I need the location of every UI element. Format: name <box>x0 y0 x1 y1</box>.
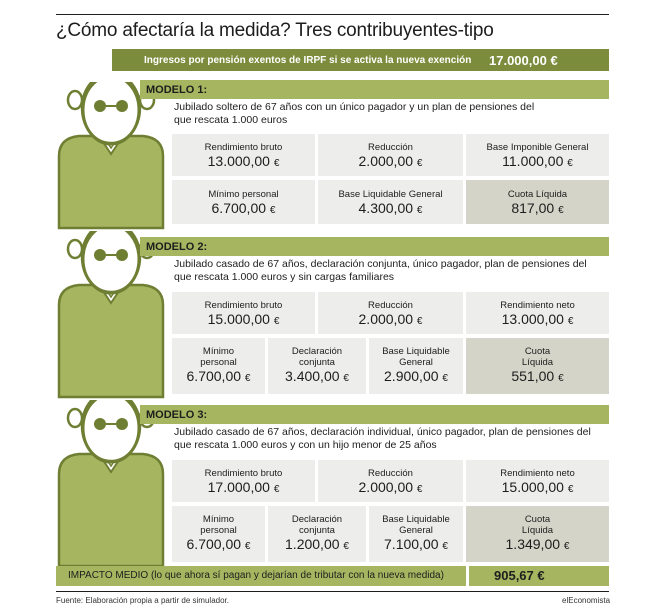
model-3-net-income: Rendimiento neto 15.000,00 € <box>466 460 609 502</box>
page-title: ¿Cómo afectaría la medida? Tres contribu… <box>56 20 494 41</box>
model-3-description-line-2: que rescata 1.000 euros y con un hijo me… <box>174 439 437 451</box>
model-2-joint-declaration: Declaración conjunta 3.400,00 € <box>268 338 366 394</box>
model-2-liquid-base: Base Liquidable General 2.900,00 € <box>369 338 463 394</box>
retiree-figure-1 <box>57 82 165 230</box>
exempt-income-bar: Ingresos por pensión exentos de IRPF si … <box>112 49 609 71</box>
model-2-reduction: Reducción 2.000,00 € <box>318 292 463 334</box>
model-3-description-line-1: Jubilado casado de 67 años, declaración … <box>174 426 591 438</box>
model-1-gross-income: Rendimiento bruto 13.000,00 € <box>172 134 315 176</box>
model-2-net-income: Rendimiento neto 13.000,00 € <box>466 292 609 334</box>
model-1-tax-liability: Cuota Líquida 817,00 € <box>466 180 609 224</box>
model-3-personal-minimum: Mínimo personal 6.700,00 € <box>172 506 265 562</box>
average-impact-value-bg <box>469 566 609 586</box>
model-3-description: Jubilado casado de 67 años, declaración … <box>174 426 614 452</box>
source-note: Fuente: Elaboración propia a partir de s… <box>56 596 229 605</box>
model-1-description-line-1: Jubilado soltero de 67 años con un único… <box>174 101 535 113</box>
model-2-description-line-1: Jubilado casado de 67 años, declaración … <box>174 258 587 270</box>
model-3-joint-declaration: Declaración conjunta 1.200,00 € <box>268 506 366 562</box>
average-impact-value: 905,67 € <box>494 568 545 583</box>
model-2-personal-minimum: Mínimo personal 6.700,00 € <box>172 338 265 394</box>
model-1-reduction: Reducción 2.000,00 € <box>318 134 463 176</box>
model-1-heading: MODELO 1: <box>140 80 609 99</box>
model-3-heading: MODELO 3: <box>140 405 609 424</box>
model-3-liquid-base: Base Liquidable General 7.100,00 € <box>369 506 463 562</box>
average-impact-bar: IMPACTO MEDIO (lo que ahora sí pagan y d… <box>56 566 609 586</box>
model-1-description-line-2: que rescata 1.000 euros <box>174 114 288 126</box>
model-1-description: Jubilado soltero de 67 años con un único… <box>174 101 614 127</box>
model-2-description-line-2: que rescata 1.000 euros y sin cargas fam… <box>174 271 395 283</box>
model-2-heading: MODELO 2: <box>140 237 609 256</box>
brand-credit: elEconomista <box>562 596 611 605</box>
model-3-tax-liability: Cuota Líquida 1.349,00 € <box>466 506 609 562</box>
retiree-figure-2 <box>57 231 165 399</box>
model-3-reduction: Reducción 2.000,00 € <box>318 460 463 502</box>
exempt-income-label: Ingresos por pensión exentos de IRPF si … <box>144 54 472 66</box>
exempt-income-value: 17.000,00 € <box>489 52 558 68</box>
model-1-taxable-base: Base Imponible General 11.000,00 € <box>466 134 609 176</box>
model-2-description: Jubilado casado de 67 años, declaración … <box>174 258 614 284</box>
top-rule <box>56 14 609 15</box>
retiree-figure-3 <box>57 400 165 568</box>
bottom-rule <box>56 591 609 592</box>
average-impact-label: IMPACTO MEDIO (lo que ahora sí pagan y d… <box>68 570 444 581</box>
model-1-liquid-base: Base Liquidable General 4.300,00 € <box>318 180 463 224</box>
average-impact-label-bg <box>56 566 466 586</box>
model-3-gross-income: Rendimiento bruto 17.000,00 € <box>172 460 315 502</box>
model-2-tax-liability: Cuota Líquida 551,00 € <box>466 338 609 394</box>
model-1-personal-minimum: Mínimo personal 6.700,00 € <box>172 180 315 224</box>
model-2-gross-income: Rendimiento bruto 15.000,00 € <box>172 292 315 334</box>
